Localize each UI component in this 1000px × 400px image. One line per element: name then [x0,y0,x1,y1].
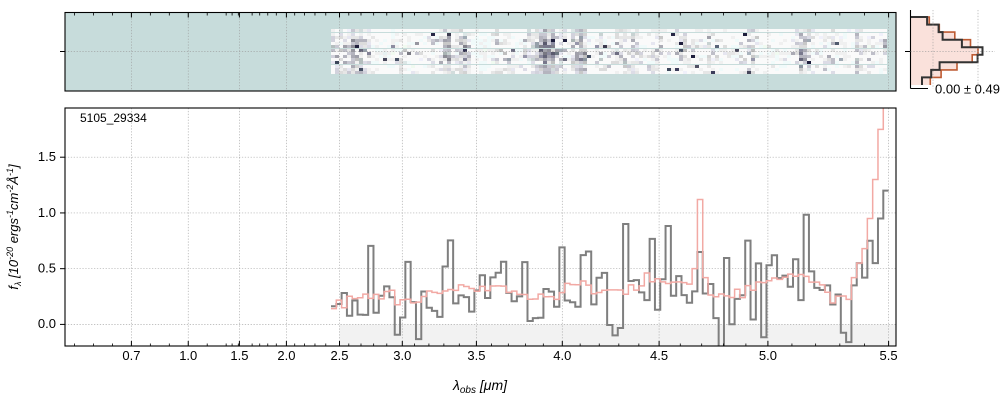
svg-text:5105_29334: 5105_29334 [80,111,147,125]
svg-text:1.0: 1.0 [38,205,56,220]
svg-text:3.5: 3.5 [467,348,485,363]
svg-text:4.5: 4.5 [650,348,668,363]
svg-text:2.5: 2.5 [330,348,348,363]
svg-text:0.7: 0.7 [122,348,140,363]
svg-text:0.5: 0.5 [38,261,56,276]
svg-text:fλ [10-20 ergs-1cm-2Å-1]: fλ [10-20 ergs-1cm-2Å-1] [5,164,23,290]
svg-text:0.0: 0.0 [38,316,56,331]
svg-text:λobs [μm]: λobs [μm] [452,377,508,396]
svg-text:2.0: 2.0 [277,348,295,363]
svg-text:1.5: 1.5 [38,149,56,164]
svg-text:1.5: 1.5 [230,348,248,363]
svg-text:4.0: 4.0 [553,348,571,363]
svg-text:0.00 ± 0.49: 0.00 ± 0.49 [935,82,1000,97]
svg-text:1.0: 1.0 [179,348,197,363]
svg-text:3.0: 3.0 [393,348,411,363]
svg-text:5.5: 5.5 [880,348,898,363]
svg-text:5.0: 5.0 [759,348,777,363]
